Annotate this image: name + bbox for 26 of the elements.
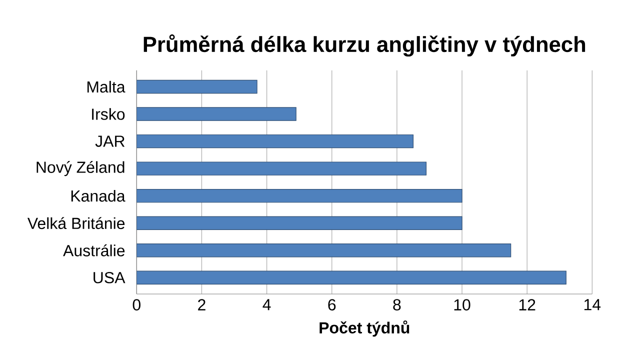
x-tick-label: 10 [454,299,470,310]
bar [136,107,296,121]
x-axis-title: Počet týdnů [320,320,410,336]
x-tick-label: 0 [132,299,140,310]
x-tick-label: 6 [328,299,336,310]
y-tick-label: USA [94,272,126,284]
y-tick-label: Kanada [71,190,126,202]
bar [136,188,462,203]
y-tick-label: Nový Zéland [36,160,124,176]
chart-title: Průměrná délka kurzu angličtiny v týdnech [144,34,586,56]
x-tick-label: 14 [584,299,601,310]
bar [136,243,512,258]
bar [136,216,462,230]
y-tick-label: JAR [95,136,125,147]
y-tick-label: Austrálie [63,244,125,256]
y-tick-label: Velká Británie [27,217,125,229]
x-tick-label: 4 [262,299,271,310]
y-tick-label: Malta [87,80,126,93]
bar [136,134,414,148]
bar [136,80,258,94]
x-tick-label: 8 [393,299,401,310]
bar [136,270,566,284]
y-tick-label: Irsko [92,108,125,120]
x-tick-label: 12 [519,299,536,310]
bar [136,162,427,176]
x-tick-label: 2 [198,299,206,310]
